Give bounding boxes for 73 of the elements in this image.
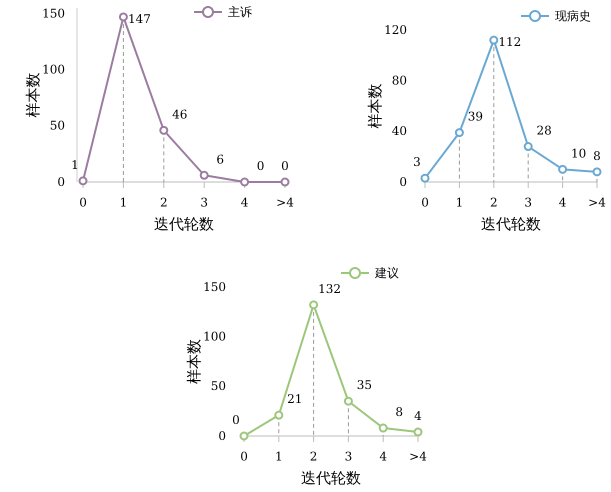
point [200,170,209,180]
point [414,428,422,437]
y-tick-label: 50 [50,118,65,133]
x-tick-label: 4 [558,196,567,210]
x-tick-label: 1 [120,196,128,210]
data-label: 147 [128,12,151,26]
y-tick-label: 0 [57,174,65,189]
x-tick-label: >4 [409,450,428,464]
x-tick-label: 0 [421,196,429,210]
data-label: 8 [593,148,601,163]
x-tick-label: 1 [456,196,464,210]
y-tick-label: 80 [392,74,407,88]
x-tick-label: 4 [379,450,388,464]
x-tick-label: 0 [79,196,87,210]
x-tick-label: 3 [344,450,352,464]
point [159,126,168,135]
point [524,142,533,152]
data-label: 1 [71,158,79,172]
y-tick-label: 0 [218,428,226,443]
x-tick-label: 4 [240,196,249,210]
x-tick-label: 3 [524,196,532,210]
x-tick-label: 2 [490,196,498,210]
y-tick-label: 50 [210,379,226,394]
point [558,164,568,174]
y-axis-title: 样本数 [185,339,203,384]
point [592,167,602,176]
y-tick-label: 100 [42,62,65,77]
x-tick-label: 2 [310,450,318,464]
x-tick-label: >4 [588,196,606,210]
y-tick-label: 120 [384,22,407,37]
point [309,300,318,310]
x-tick-label: >4 [276,196,294,210]
data-label: 46 [172,107,188,122]
y-tick-label: 0 [399,174,407,189]
y-axis-title: 样本数 [24,72,42,118]
y-tick-label: 150 [203,280,226,294]
data-label: 28 [536,124,552,138]
data-label: 3 [413,155,421,170]
point [420,174,430,183]
point [344,396,353,406]
data-label: 132 [318,282,342,296]
data-label: 10 [570,146,586,160]
x-axis-title: 迭代轮数 [481,215,541,233]
x-tick-label: 0 [240,450,248,464]
point [274,410,284,420]
point [118,12,128,22]
data-label: 39 [468,110,484,124]
data-label: 0 [232,413,240,427]
x-axis-title: 迭代轮数 [154,215,214,233]
data-label: 35 [356,378,372,392]
point [489,36,498,45]
point [78,176,88,186]
x-tick-label: 3 [200,196,208,210]
y-tick-label: 100 [203,330,226,344]
y-tick-label: 40 [392,124,407,138]
legend-label: 建议 [374,266,399,280]
data-label: 21 [287,392,302,406]
point [240,178,250,186]
data-label: 6 [216,152,224,166]
y-axis-title: 样本数 [366,84,384,128]
data-label: 4 [414,409,422,424]
data-label: 0 [256,159,264,173]
x-tick-label: 2 [160,196,168,210]
y-tick-label: 150 [42,6,65,20]
x-axis-title: 迭代轮数 [301,469,361,487]
data-label: 112 [498,35,522,50]
point [454,128,464,138]
data-label: 0 [281,159,289,173]
legend-label: 主诉 [228,5,252,19]
legend-label: 现病史 [555,9,591,23]
x-tick-label: 1 [274,450,283,464]
point [378,424,388,433]
data-label: 8 [395,405,404,420]
